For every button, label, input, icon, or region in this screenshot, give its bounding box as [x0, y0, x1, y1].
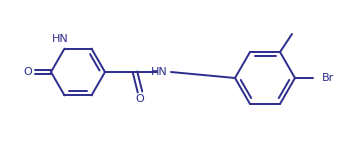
- Text: Br: Br: [322, 73, 334, 83]
- Text: O: O: [136, 94, 144, 104]
- Text: HN: HN: [150, 67, 167, 77]
- Text: HN: HN: [52, 34, 69, 44]
- Text: O: O: [24, 67, 32, 77]
